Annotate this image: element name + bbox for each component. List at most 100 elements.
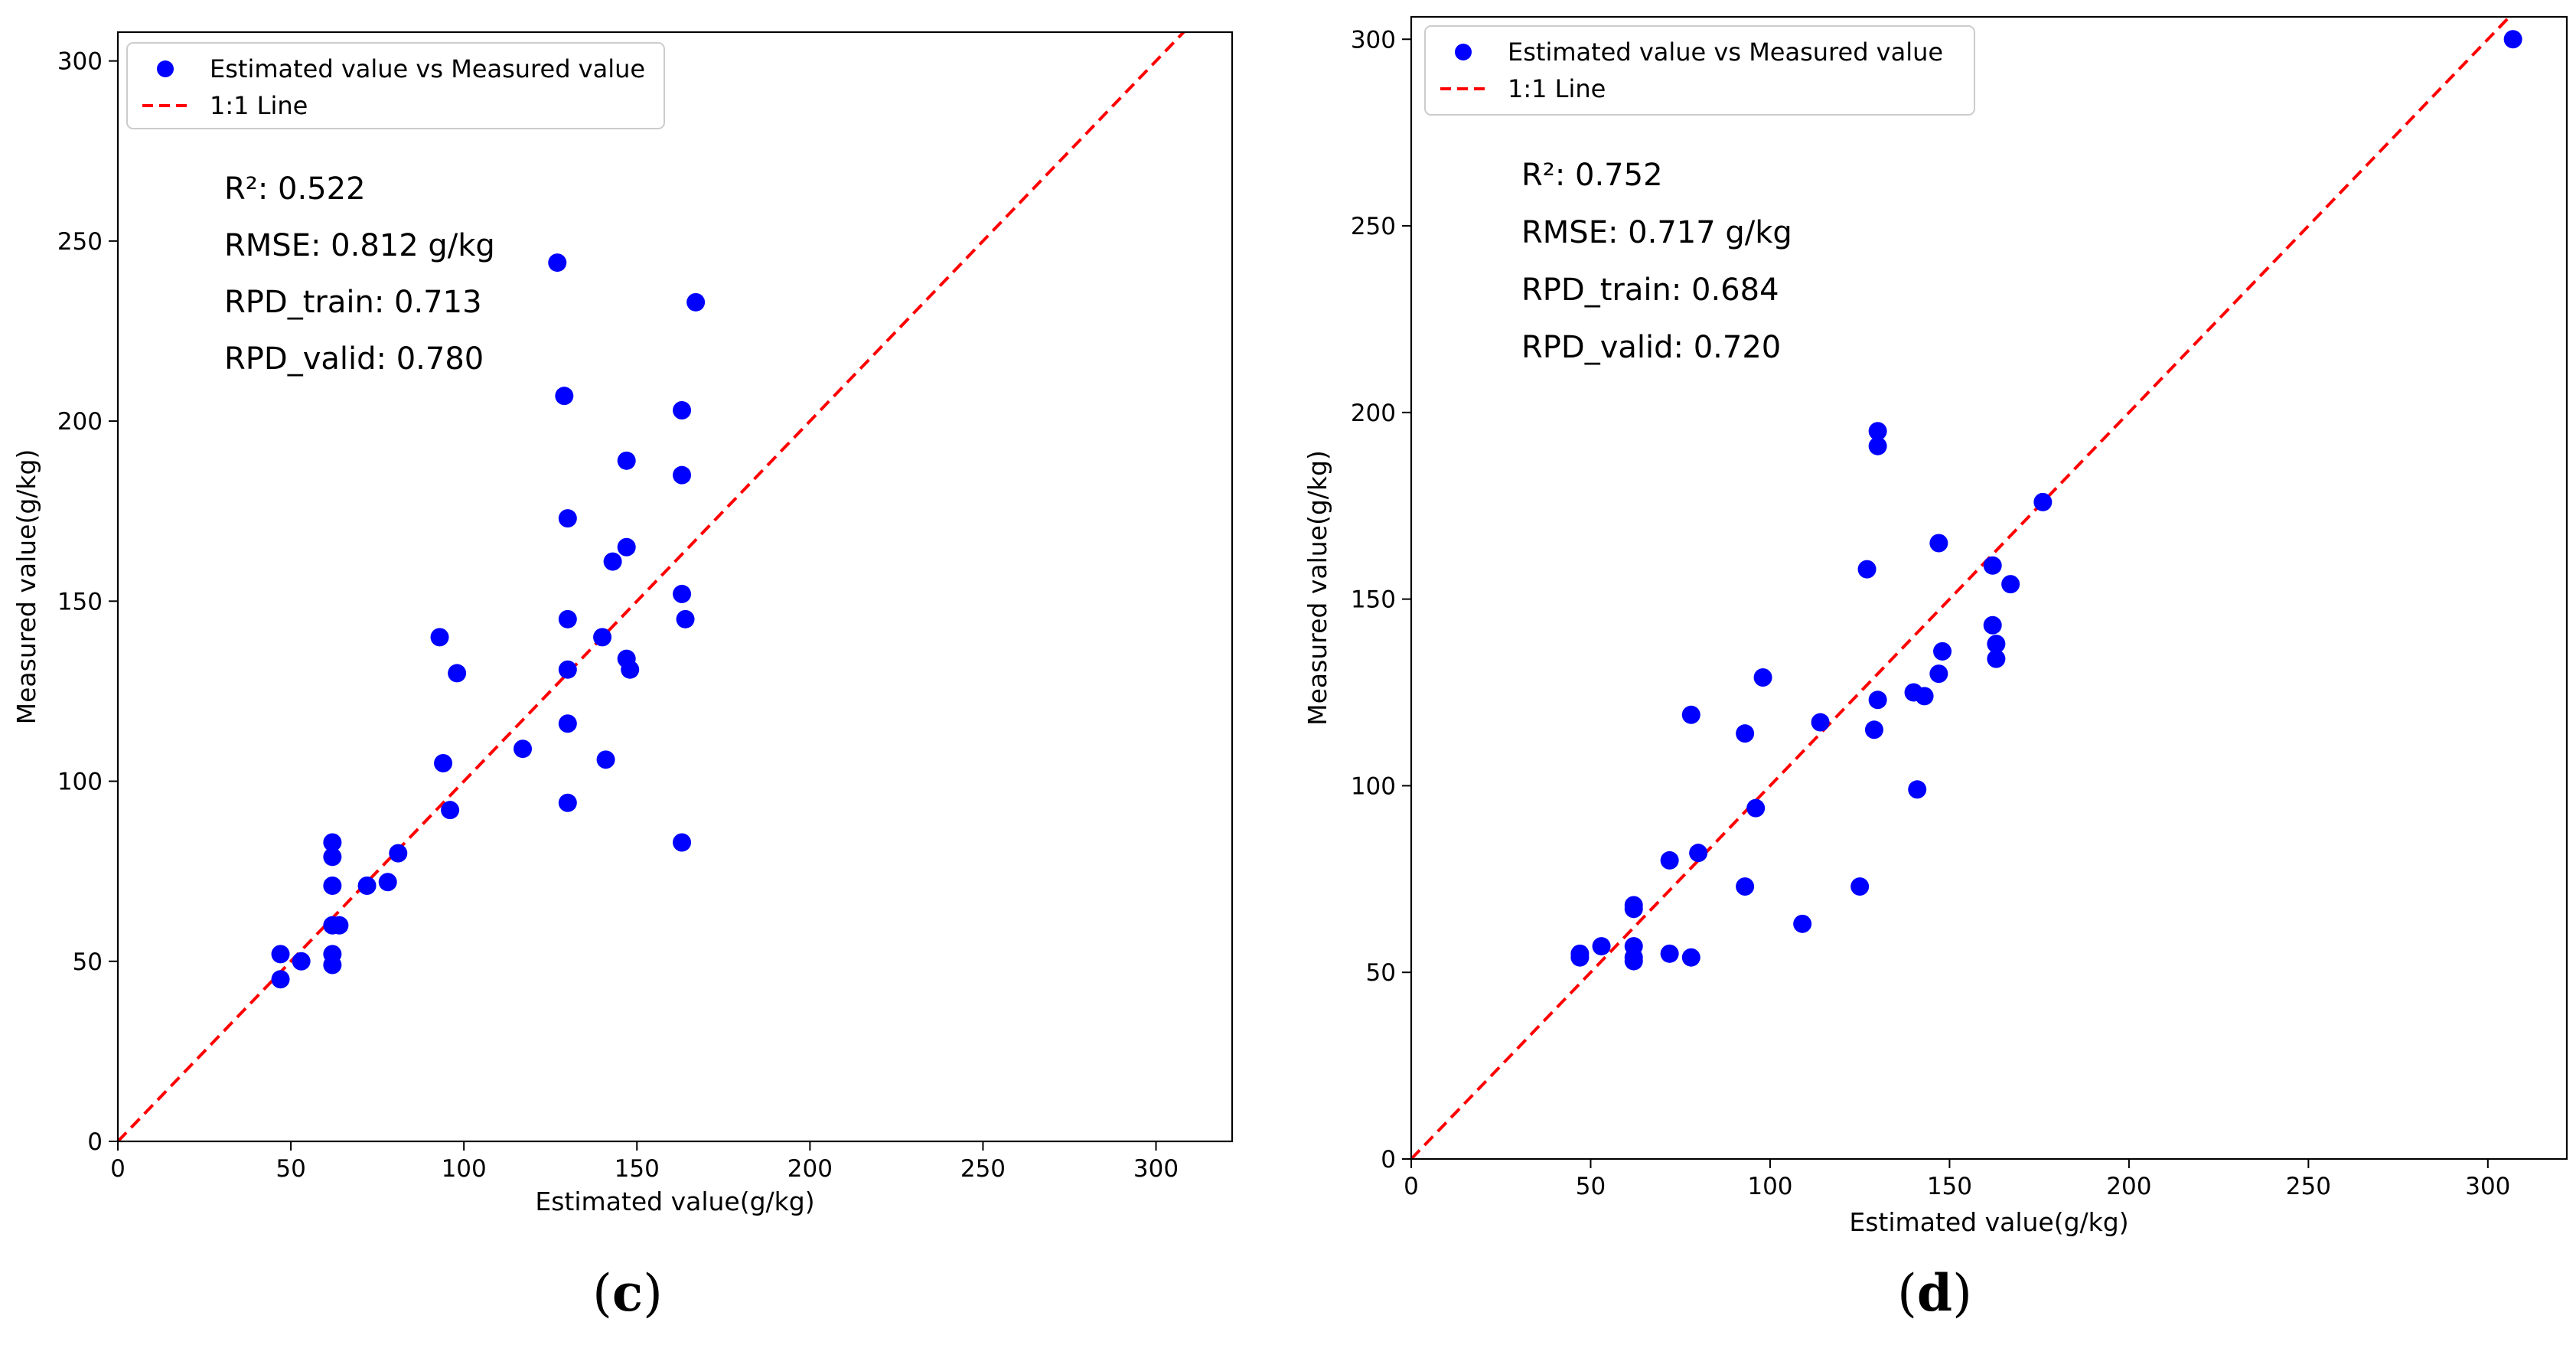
data-point xyxy=(389,844,408,863)
x-tick-label: 250 xyxy=(2286,1173,2331,1200)
data-point xyxy=(1868,690,1887,710)
data-point xyxy=(617,451,636,470)
chart-d: 0 50 100 150 200 250 300 0 50 100 150 200 250 300 Esti… xyxy=(1303,15,2568,1237)
legend-line-label: 1:1 Line xyxy=(210,91,308,120)
x-axis-label: Estimated value(g/kg) xyxy=(1849,1207,2128,1237)
data-point xyxy=(603,552,622,571)
data-point xyxy=(558,609,577,628)
x-tick-label: 200 xyxy=(2106,1173,2151,1200)
legend-box xyxy=(126,42,665,129)
x-tick-label: 50 xyxy=(1576,1173,1606,1200)
data-point xyxy=(292,952,311,971)
data-point xyxy=(1746,798,1766,818)
data-point xyxy=(271,945,290,964)
metric-text: R²: 0.522 xyxy=(224,171,366,207)
data-point xyxy=(676,609,695,628)
x-tick-label: 200 xyxy=(787,1155,833,1183)
y-tick-label: 300 xyxy=(57,48,103,76)
data-point xyxy=(2033,492,2053,511)
data-point xyxy=(558,660,577,679)
data-point xyxy=(558,793,577,812)
y-axis-label: Measured value(g/kg) xyxy=(1303,450,1332,726)
data-point xyxy=(430,628,449,647)
legend-line-label: 1:1 Line xyxy=(1508,74,1606,103)
data-point xyxy=(514,739,533,759)
data-point xyxy=(448,664,467,683)
data-point xyxy=(555,387,574,406)
data-point xyxy=(323,847,342,867)
data-point xyxy=(330,916,349,935)
metric-text: RMSE: 0.717 g/kg xyxy=(1521,215,1792,250)
y-tick-label: 200 xyxy=(1351,400,1396,427)
data-point xyxy=(558,714,577,733)
y-tick-label: 200 xyxy=(57,408,103,436)
x-tick-label: 150 xyxy=(1927,1173,1972,1200)
data-point xyxy=(1624,896,1643,915)
data-point xyxy=(323,876,342,895)
data-point xyxy=(1689,844,1708,863)
x-axis-label: Estimated value(g/kg) xyxy=(535,1187,814,1216)
data-point xyxy=(2001,575,2020,594)
data-point xyxy=(323,945,342,964)
data-point xyxy=(323,833,342,852)
metric-text: RPD_train: 0.684 xyxy=(1521,273,1779,308)
x-tick-label: 100 xyxy=(442,1155,487,1183)
data-point xyxy=(673,465,692,485)
legend-point-marker xyxy=(157,60,174,77)
x-tick-label: 100 xyxy=(1747,1173,1792,1200)
data-point xyxy=(1850,877,1870,896)
data-point xyxy=(673,833,692,852)
one-to-one-line xyxy=(1411,17,2511,1159)
data-point xyxy=(1864,720,1883,739)
data-point xyxy=(1933,641,1952,661)
data-point xyxy=(441,801,460,820)
data-point xyxy=(1857,560,1877,579)
chart-c: 0 50 100 150 200 250 300 0 50 100 150 200 250 300 Esti… xyxy=(11,31,1234,1216)
legend: Estimated value vs Measured value 1:1 Lin… xyxy=(126,42,665,129)
data-point xyxy=(1983,615,2002,635)
data-point xyxy=(1868,436,1887,455)
metric-text: R²: 0.752 xyxy=(1521,158,1663,193)
data-point xyxy=(1660,850,1679,870)
metric-text: RPD_valid: 0.780 xyxy=(224,341,484,377)
metric-text: RPD_train: 0.713 xyxy=(224,285,482,320)
data-point xyxy=(1681,948,1700,967)
metric-text: RMSE: 0.812 g/kg xyxy=(224,228,495,263)
data-point xyxy=(1983,556,2002,575)
data-point xyxy=(1736,877,1755,896)
legend-points-label: Estimated value vs Measured value xyxy=(1508,38,1943,67)
y-tick-label: 50 xyxy=(73,948,103,976)
data-point xyxy=(617,537,636,557)
x-tick-label: 300 xyxy=(2465,1173,2510,1200)
panel-label-c: (c) xyxy=(592,1263,663,1323)
data-point xyxy=(1987,635,2006,654)
data-point xyxy=(596,750,615,769)
y-tick-label: 150 xyxy=(57,588,103,615)
data-point xyxy=(548,253,567,273)
data-point xyxy=(1736,724,1755,743)
data-point xyxy=(1570,944,1590,963)
data-point xyxy=(1660,944,1679,963)
data-point xyxy=(1811,713,1830,732)
data-point xyxy=(1908,780,1927,799)
data-point xyxy=(673,584,692,603)
y-axis-label: Measured value(g/kg) xyxy=(11,449,41,725)
y-tick-label: 0 xyxy=(1381,1146,1396,1174)
data-point xyxy=(673,400,692,419)
x-tick-label: 300 xyxy=(1133,1155,1179,1183)
legend-box xyxy=(1424,25,1975,116)
data-point xyxy=(1987,649,2006,668)
data-point xyxy=(1681,705,1700,724)
data-point xyxy=(686,292,706,312)
y-tick-label: 100 xyxy=(57,769,103,796)
data-point xyxy=(1868,422,1887,441)
plot-frame xyxy=(116,31,1234,1143)
metric-text: RPD_valid: 0.720 xyxy=(1521,330,1781,365)
data-point xyxy=(1915,687,1934,706)
data-point xyxy=(357,876,377,895)
y-tick-label: 300 xyxy=(1351,26,1396,54)
data-point xyxy=(558,509,577,528)
legend-points-label: Estimated value vs Measured value xyxy=(210,54,645,83)
data-point xyxy=(2503,30,2522,49)
